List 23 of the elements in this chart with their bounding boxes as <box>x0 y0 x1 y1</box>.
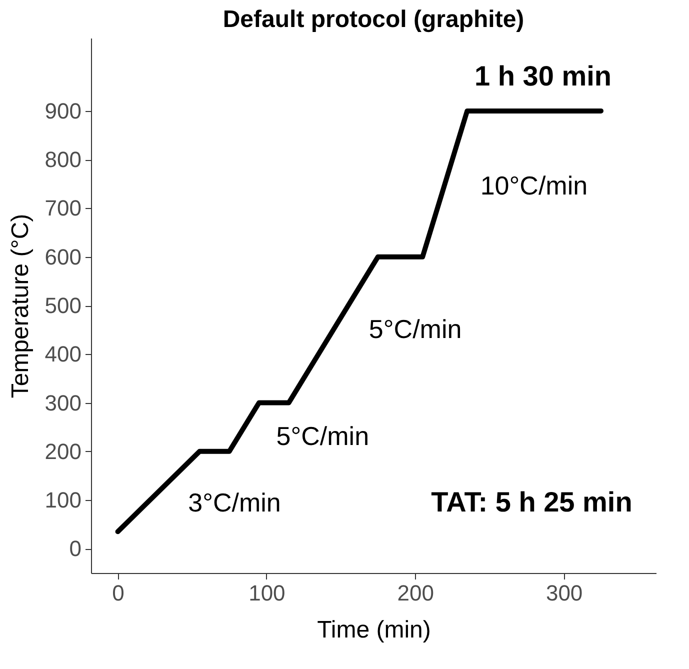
x-tick-label: 200 <box>397 580 434 606</box>
x-axis-title: Time (min) <box>317 616 431 644</box>
x-tick-label: 0 <box>112 580 124 606</box>
y-tick-label: 400 <box>44 342 82 367</box>
y-tick-label: 800 <box>44 147 82 172</box>
y-tick-label: 200 <box>44 438 82 464</box>
x-tick-label: 100 <box>248 580 286 606</box>
y-tick-label: 100 <box>44 488 82 513</box>
annotation: 5°C/min <box>368 314 462 344</box>
annotation: 10°C/min <box>480 170 588 201</box>
x-tick-label: 300 <box>546 580 583 606</box>
y-tick-label: 600 <box>44 244 82 270</box>
y-tick-label: 900 <box>44 98 82 124</box>
y-tick-label: 700 <box>44 196 82 221</box>
annotation: 1 h 30 min <box>474 60 612 92</box>
chart-title: Default protocol (graphite) <box>222 6 524 33</box>
annotation: TAT: 5 h 25 min <box>431 486 632 518</box>
annotation: 5°C/min <box>276 421 370 452</box>
y-tick-label: 0 <box>69 536 82 562</box>
y-axis-title: Temperature (°C) <box>6 214 34 398</box>
y-tick-label: 500 <box>44 293 82 318</box>
annotation: 3°C/min <box>188 487 281 518</box>
y-tick-label: 300 <box>44 390 82 416</box>
